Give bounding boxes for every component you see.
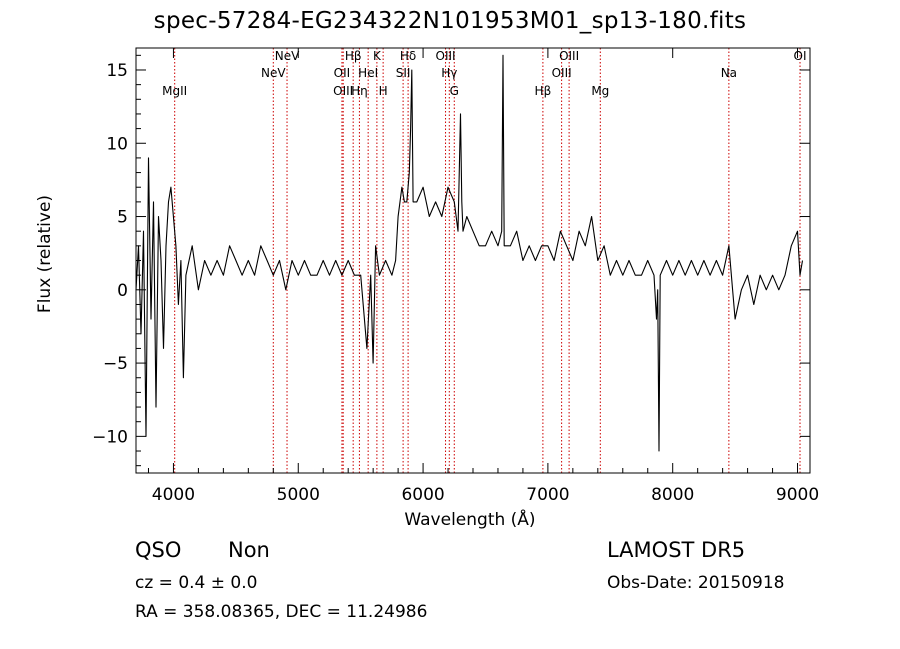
line-label-13: Hγ bbox=[441, 66, 457, 80]
y-tick-label-0: −10 bbox=[92, 427, 128, 447]
x-tick-label-2: 6000 bbox=[401, 485, 444, 505]
x-tick-label-3: 7000 bbox=[526, 485, 569, 505]
plot-axes: 4000 5000 6000 7000 8000 9000 −10 −5 0 5 10 15 bbox=[92, 47, 819, 505]
line-label-3: OII bbox=[334, 66, 351, 80]
line-label-1: NeV bbox=[261, 66, 286, 80]
line-label-18: Mg bbox=[591, 84, 609, 98]
line-label-9: H bbox=[379, 84, 388, 98]
line-label-14: G bbox=[450, 84, 459, 98]
x-axis-label: Wavelength (Å) bbox=[404, 510, 536, 530]
line-label-6: Hη bbox=[351, 84, 368, 98]
y-tick-label-4: 10 bbox=[106, 134, 128, 154]
line-label-4: OIII bbox=[333, 84, 353, 98]
line-label-0: MgII bbox=[162, 84, 187, 98]
line-label-19: Na bbox=[721, 66, 737, 80]
line-label-7: HeI bbox=[358, 66, 378, 80]
observation-date-label: Obs-Date: 20150918 bbox=[607, 573, 785, 593]
y-tick-label-3: 5 bbox=[117, 208, 128, 228]
y-tick-label-2: 0 bbox=[117, 281, 128, 301]
y-tick-label-1: −5 bbox=[103, 354, 128, 374]
line-label-8: K bbox=[373, 49, 382, 63]
line-label-15: Hβ bbox=[535, 84, 552, 98]
line-label-2: NeV bbox=[275, 49, 300, 63]
line-label-20: OI bbox=[794, 49, 807, 63]
x-tick-label-0: 4000 bbox=[152, 485, 195, 505]
redshift-label: cz = 0.4 ± 0.0 bbox=[135, 573, 258, 593]
line-label-12: OIII bbox=[436, 49, 456, 63]
line-label-16: OIII bbox=[552, 66, 572, 80]
object-class-label: QSO bbox=[135, 538, 182, 562]
line-label-17: OIII bbox=[559, 49, 579, 63]
line-label-11: Hδ bbox=[400, 49, 416, 63]
survey-label: LAMOST DR5 bbox=[607, 538, 746, 562]
chart-title: spec-57284-EG234322N101953M01_sp13-180.f… bbox=[153, 8, 747, 34]
spectrum-series bbox=[135, 54, 804, 452]
plot-frame bbox=[135, 47, 811, 474]
x-tick-label-1: 5000 bbox=[277, 485, 320, 505]
object-subclass-label: Non bbox=[228, 538, 270, 562]
line-label-10: SII bbox=[396, 66, 411, 80]
y-axis-label: Flux (relative) bbox=[35, 194, 55, 314]
spectral-line-markers bbox=[174, 48, 801, 473]
spectrum-line-0 bbox=[135, 54, 804, 452]
coordinates-label: RA = 358.08365, DEC = 11.24986 bbox=[135, 602, 428, 622]
x-tick-label-4: 8000 bbox=[651, 485, 694, 505]
y-tick-label-5: 15 bbox=[106, 61, 128, 81]
line-label-5: Hβ bbox=[345, 49, 362, 63]
x-tick-label-5: 9000 bbox=[776, 485, 819, 505]
